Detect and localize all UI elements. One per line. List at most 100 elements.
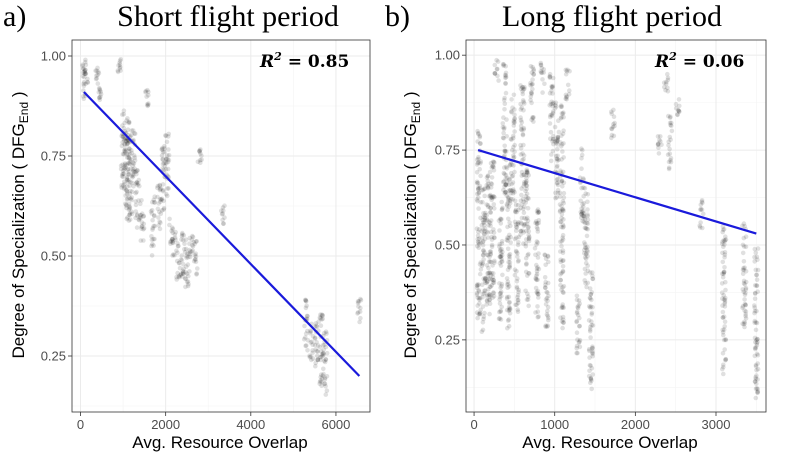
data-point [532, 245, 538, 251]
data-point [480, 320, 486, 325]
data-point [742, 319, 747, 325]
data-point [141, 221, 147, 227]
data-point [500, 121, 506, 126]
data-point [303, 305, 309, 311]
data-point [752, 320, 757, 326]
data-point [198, 147, 203, 152]
data-point [126, 207, 132, 213]
data-point [179, 253, 185, 258]
data-point [523, 244, 529, 249]
data-point [141, 214, 146, 219]
data-point [170, 236, 175, 242]
data-point [166, 131, 171, 137]
data-point [541, 70, 546, 75]
data-point [127, 161, 133, 167]
data-point [723, 337, 729, 343]
data-point [518, 83, 523, 88]
data-point [504, 294, 510, 300]
data-point [658, 139, 663, 144]
data-point [193, 251, 199, 256]
data-point [484, 302, 489, 307]
data-point [507, 198, 513, 204]
data-point [162, 149, 167, 155]
data-point [144, 94, 149, 99]
data-point [560, 289, 566, 295]
y-tick-label: 1.00 [41, 49, 66, 64]
data-point [584, 247, 590, 253]
data-point [163, 156, 169, 162]
data-point [120, 123, 125, 128]
data-point [164, 139, 170, 145]
data-point [504, 193, 510, 198]
data-point [488, 223, 493, 229]
data-point [126, 169, 131, 175]
data-point [582, 255, 588, 260]
data-point [525, 168, 530, 174]
data-point [132, 155, 138, 160]
data-point [752, 259, 757, 264]
data-point [514, 269, 519, 274]
data-point [561, 195, 567, 200]
data-point [548, 136, 553, 141]
data-point [721, 332, 726, 338]
data-point [145, 103, 150, 109]
data-point [536, 266, 542, 272]
data-point [155, 185, 160, 191]
data-point [549, 112, 555, 117]
data-point [121, 186, 127, 191]
data-point [509, 174, 515, 179]
data-point [188, 249, 193, 254]
data-point [582, 215, 587, 220]
data-point [129, 148, 134, 153]
data-point [133, 169, 139, 174]
data-point [755, 337, 760, 342]
data-point [82, 69, 88, 75]
data-point [590, 276, 596, 282]
data-point [478, 159, 484, 164]
data-point [514, 302, 519, 308]
data-point [721, 271, 726, 277]
data-point [303, 335, 308, 340]
data-point [524, 183, 530, 189]
data-point [523, 221, 528, 227]
data-point [557, 208, 563, 213]
data-point [131, 153, 137, 158]
data-point [574, 318, 580, 324]
data-point [485, 173, 491, 178]
data-point [157, 187, 163, 192]
data-point [561, 128, 566, 133]
data-point [121, 136, 127, 142]
data-point [655, 142, 661, 147]
data-point [589, 290, 595, 295]
data-point [666, 166, 672, 172]
data-point [520, 157, 525, 163]
data-point [560, 268, 566, 274]
data-point [174, 258, 180, 264]
data-point [305, 338, 311, 343]
data-point [506, 284, 512, 289]
data-point [534, 262, 539, 268]
data-point [131, 161, 137, 167]
data-point [507, 310, 513, 316]
data-point [583, 260, 589, 266]
data-point [191, 239, 197, 245]
data-point [169, 228, 174, 234]
data-point [190, 244, 196, 249]
data-point [482, 236, 488, 242]
data-point [474, 170, 480, 175]
data-point [480, 199, 485, 205]
data-point [753, 339, 758, 345]
y-tick-label: 0.75 [435, 143, 460, 158]
data-point [514, 235, 519, 240]
data-point [574, 293, 580, 299]
data-point [534, 208, 540, 214]
data-point [522, 86, 527, 92]
data-point [740, 267, 746, 273]
data-point [668, 159, 674, 165]
data-point [139, 211, 145, 216]
data-point [580, 218, 585, 224]
data-point [585, 280, 590, 286]
data-point [611, 107, 616, 113]
data-point [499, 207, 505, 213]
data-point [555, 182, 561, 188]
